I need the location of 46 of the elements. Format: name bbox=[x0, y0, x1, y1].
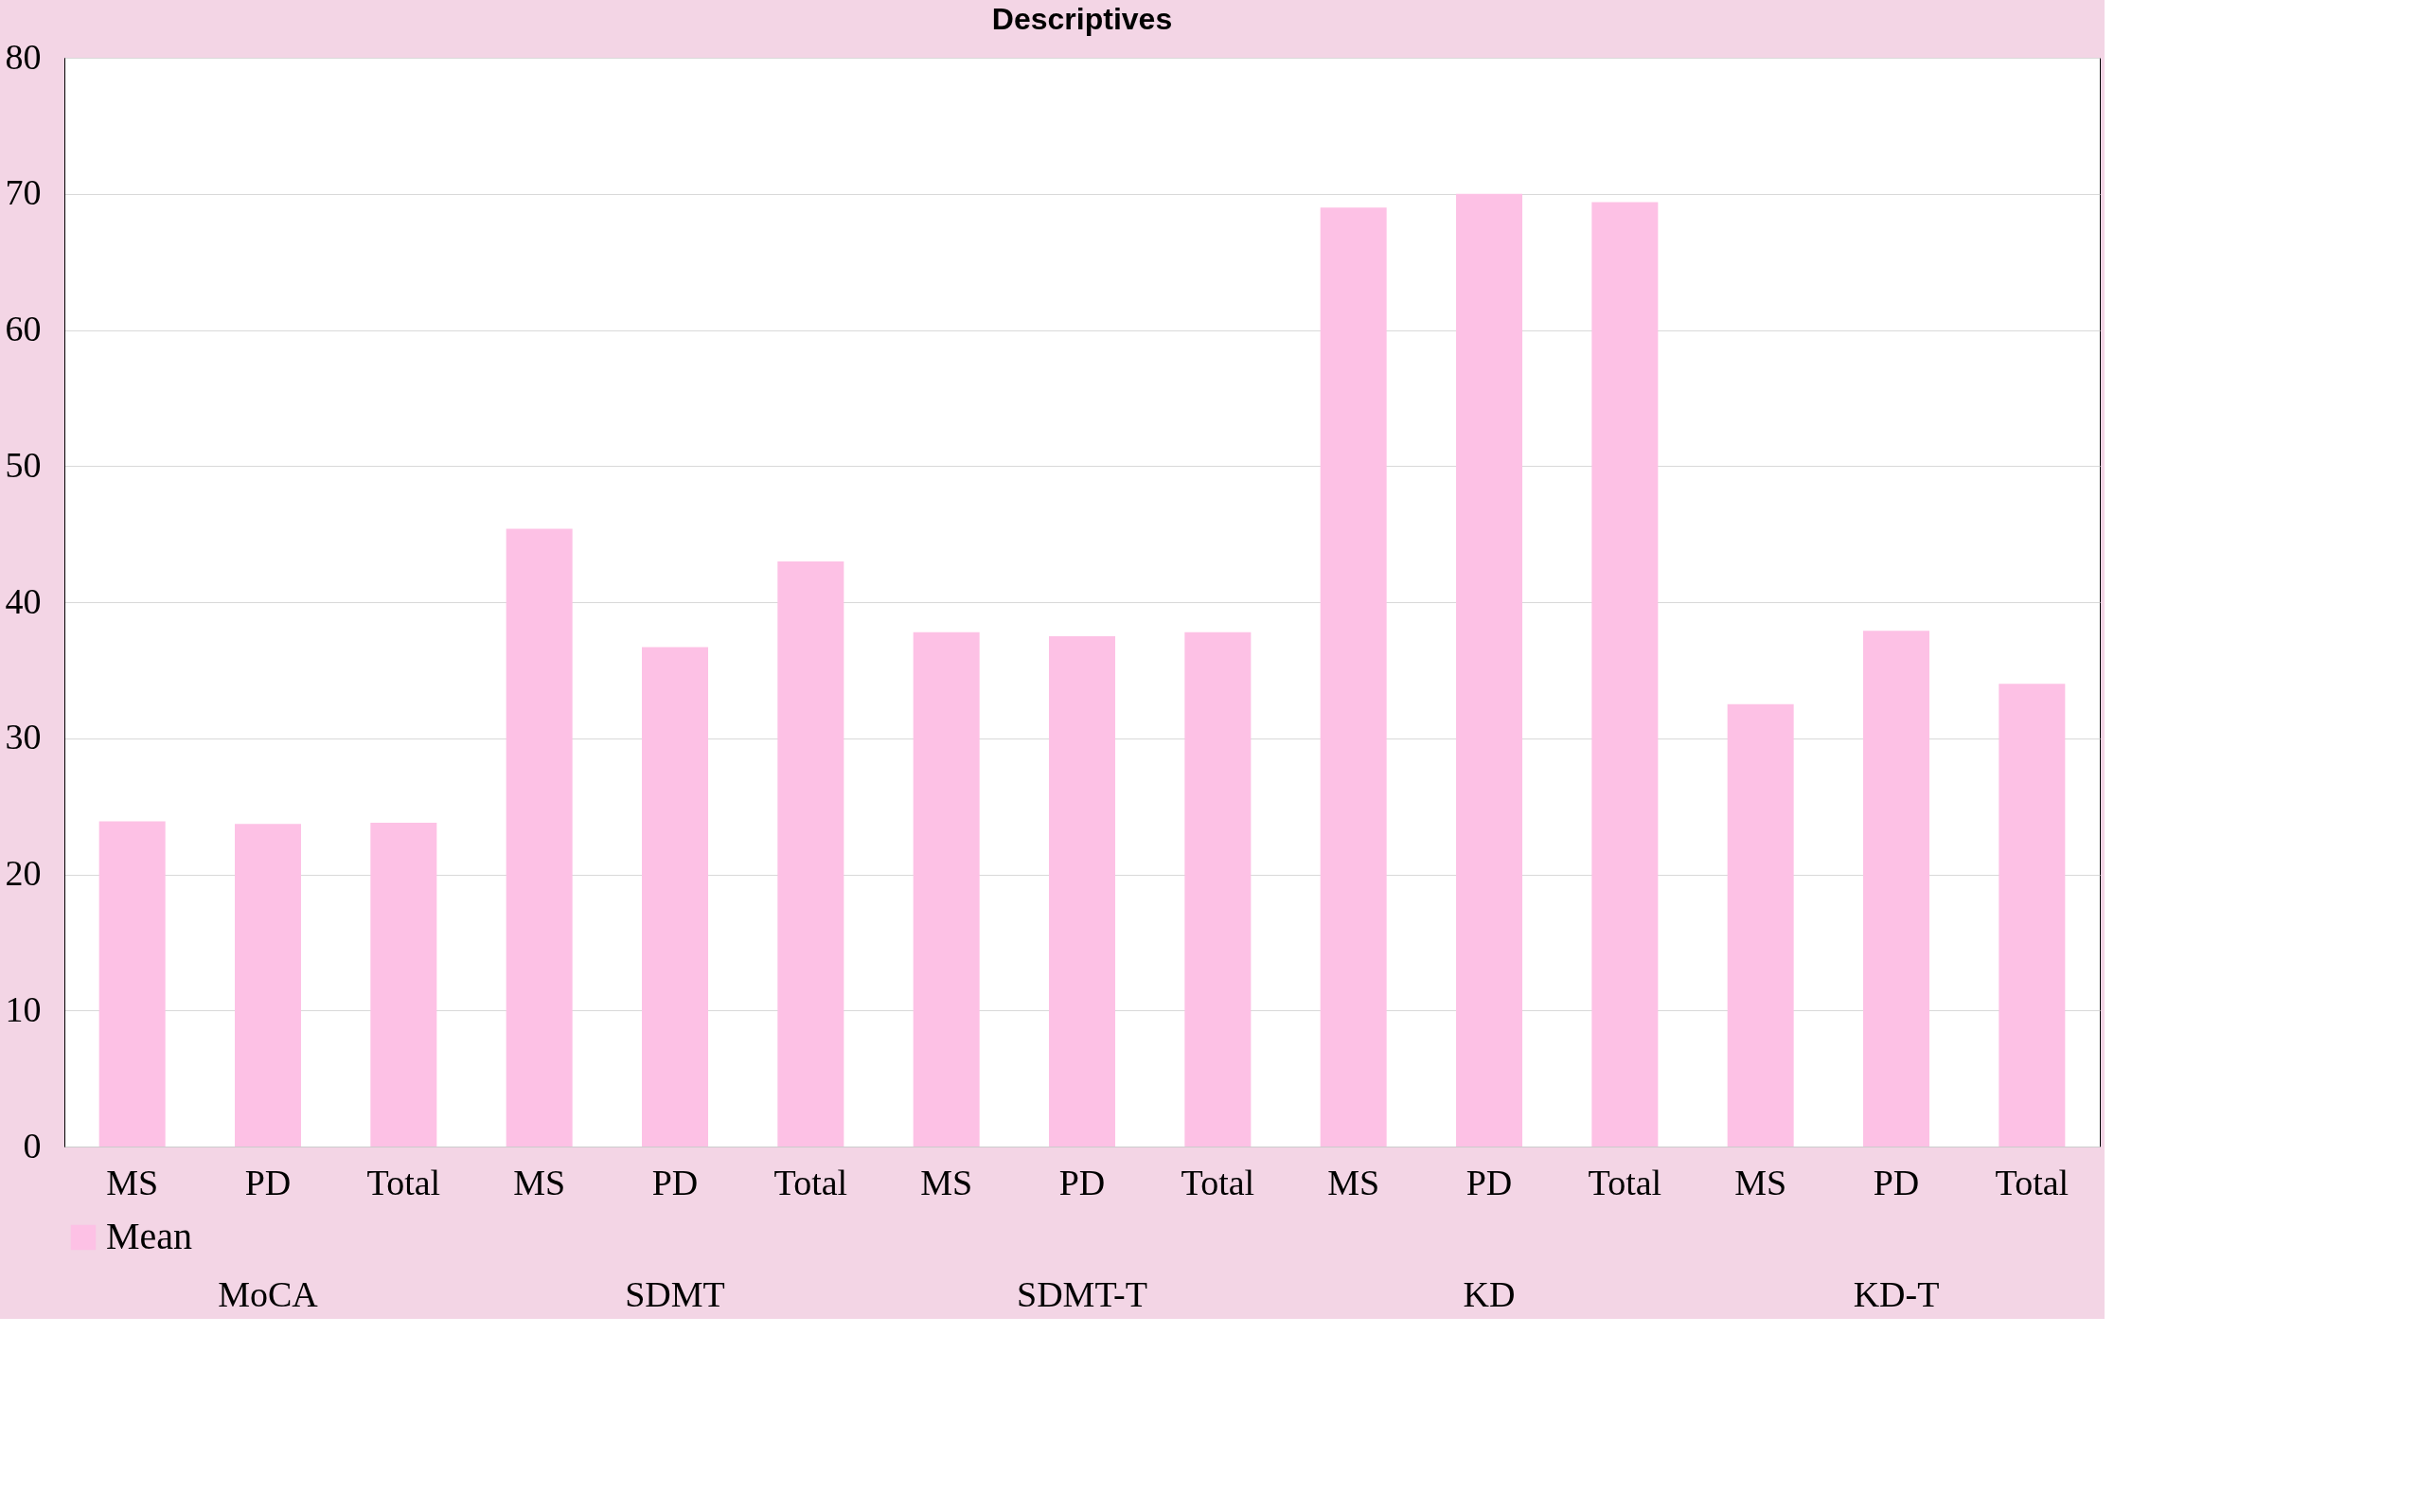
y-tick-label: 20 bbox=[5, 853, 42, 893]
x-tick-label: MS bbox=[920, 1162, 973, 1202]
x-tick-label: PD bbox=[1466, 1162, 1513, 1202]
x-tick-label: Total bbox=[1181, 1162, 1255, 1202]
x-tick-label: Total bbox=[1588, 1162, 1662, 1202]
text: KD bbox=[1463, 1274, 1516, 1314]
bar bbox=[98, 821, 166, 1147]
text: MoCA bbox=[218, 1274, 319, 1314]
y-tick-label: 40 bbox=[5, 580, 42, 621]
bar bbox=[1184, 631, 1252, 1147]
x-tick-label: PD bbox=[651, 1162, 699, 1202]
x-tick-label: MS bbox=[1734, 1162, 1787, 1202]
x-tick-label: Total bbox=[366, 1162, 441, 1202]
y-tick-label: 30 bbox=[5, 717, 42, 757]
y-tick-label: 60 bbox=[5, 309, 42, 348]
y-tick-label: 70 bbox=[5, 172, 42, 213]
x-tick-label: Total bbox=[773, 1162, 848, 1202]
bar bbox=[235, 824, 301, 1147]
chart-title: Descriptives bbox=[991, 2, 1173, 36]
bar bbox=[1320, 207, 1387, 1147]
x-tick-label: PD bbox=[244, 1162, 292, 1202]
bar bbox=[1727, 703, 1794, 1147]
bar bbox=[1591, 202, 1659, 1147]
bar bbox=[1456, 193, 1522, 1147]
text: SDMT-T bbox=[1017, 1274, 1147, 1314]
bar bbox=[1049, 635, 1115, 1147]
y-tick-label: 10 bbox=[5, 988, 42, 1029]
x-tick-label: PD bbox=[1058, 1162, 1106, 1202]
bar bbox=[1999, 684, 2066, 1147]
x-tick-label: PD bbox=[1873, 1162, 1920, 1202]
y-tick-label: 80 bbox=[5, 36, 42, 77]
bar bbox=[913, 631, 980, 1147]
x-tick-label: MS bbox=[106, 1162, 159, 1202]
text: KD-T bbox=[1853, 1274, 1940, 1314]
bar bbox=[1863, 631, 1929, 1147]
bar bbox=[506, 528, 573, 1147]
y-tick-label: 50 bbox=[5, 444, 42, 485]
text: SDMT bbox=[625, 1274, 725, 1314]
y-tick-label: 0 bbox=[23, 1125, 42, 1165]
bar bbox=[642, 647, 708, 1147]
bar bbox=[777, 560, 844, 1147]
x-tick-label: MS bbox=[513, 1162, 566, 1202]
x-tick-label: MS bbox=[1327, 1162, 1380, 1202]
x-tick-label: Total bbox=[1995, 1162, 2070, 1202]
bar bbox=[370, 822, 437, 1147]
legend-label: Mean bbox=[106, 1215, 193, 1257]
